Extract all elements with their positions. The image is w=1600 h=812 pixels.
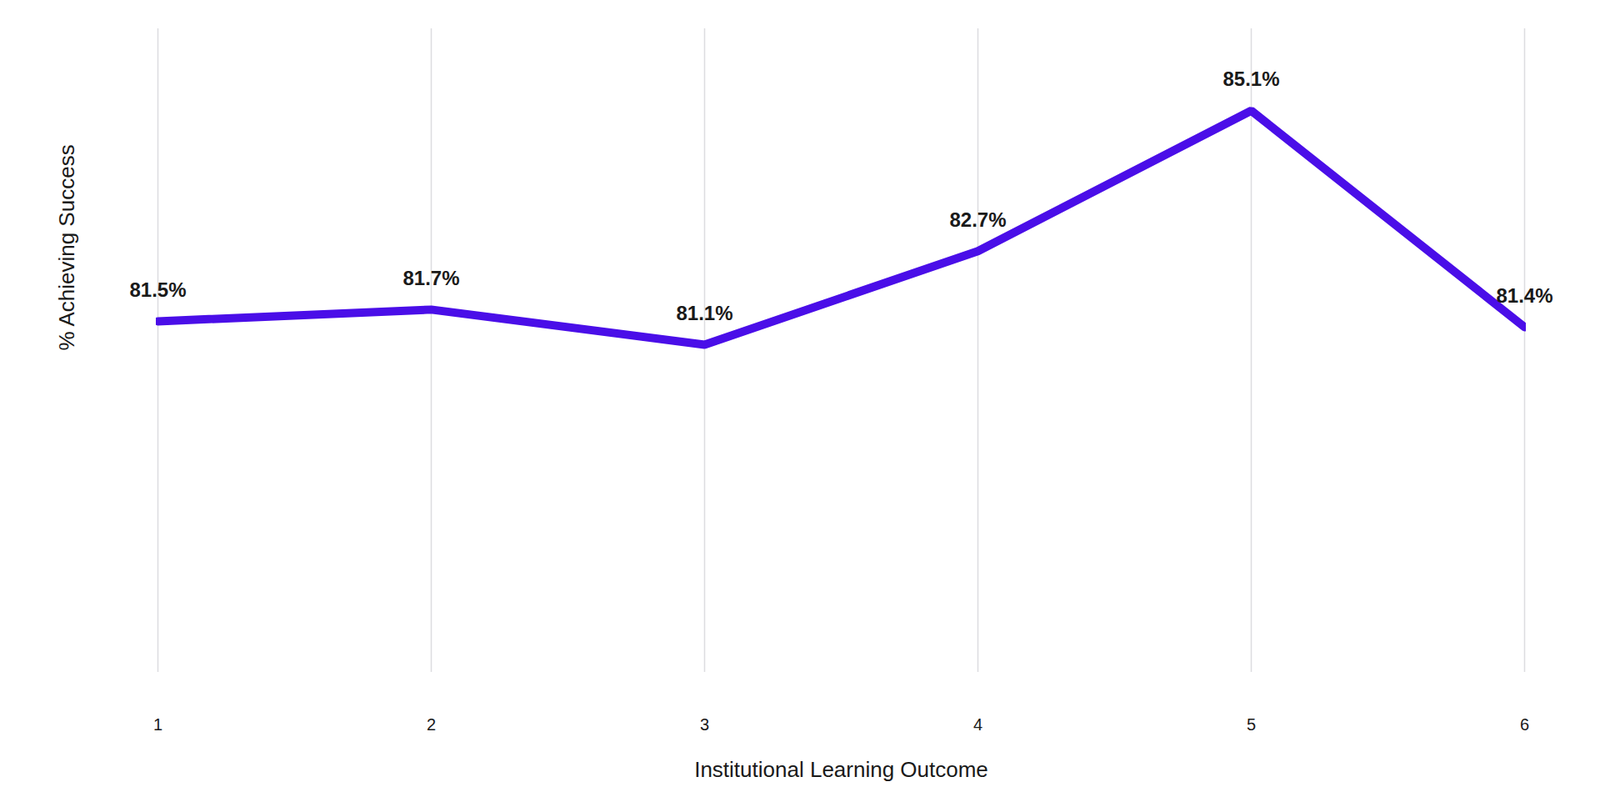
svg-text:81.7%: 81.7% — [402, 266, 460, 290]
svg-text:82.7%: 82.7% — [949, 208, 1006, 231]
svg-text:81.5%: 81.5% — [129, 278, 186, 301]
svg-text:81.1%: 81.1% — [675, 301, 733, 325]
svg-text:% Achieving Success: % Achieving Success — [54, 144, 80, 350]
svg-text:81.4%: 81.4% — [1495, 284, 1553, 307]
svg-text:1: 1 — [153, 715, 163, 734]
svg-text:6: 6 — [1520, 715, 1530, 734]
svg-text:2: 2 — [426, 715, 436, 734]
svg-text:Institutional Learning Outcome: Institutional Learning Outcome — [694, 756, 989, 782]
svg-text:4: 4 — [973, 715, 983, 734]
svg-text:3: 3 — [700, 715, 710, 734]
svg-text:85.1%: 85.1% — [1222, 67, 1280, 90]
svg-text:5: 5 — [1246, 715, 1256, 734]
